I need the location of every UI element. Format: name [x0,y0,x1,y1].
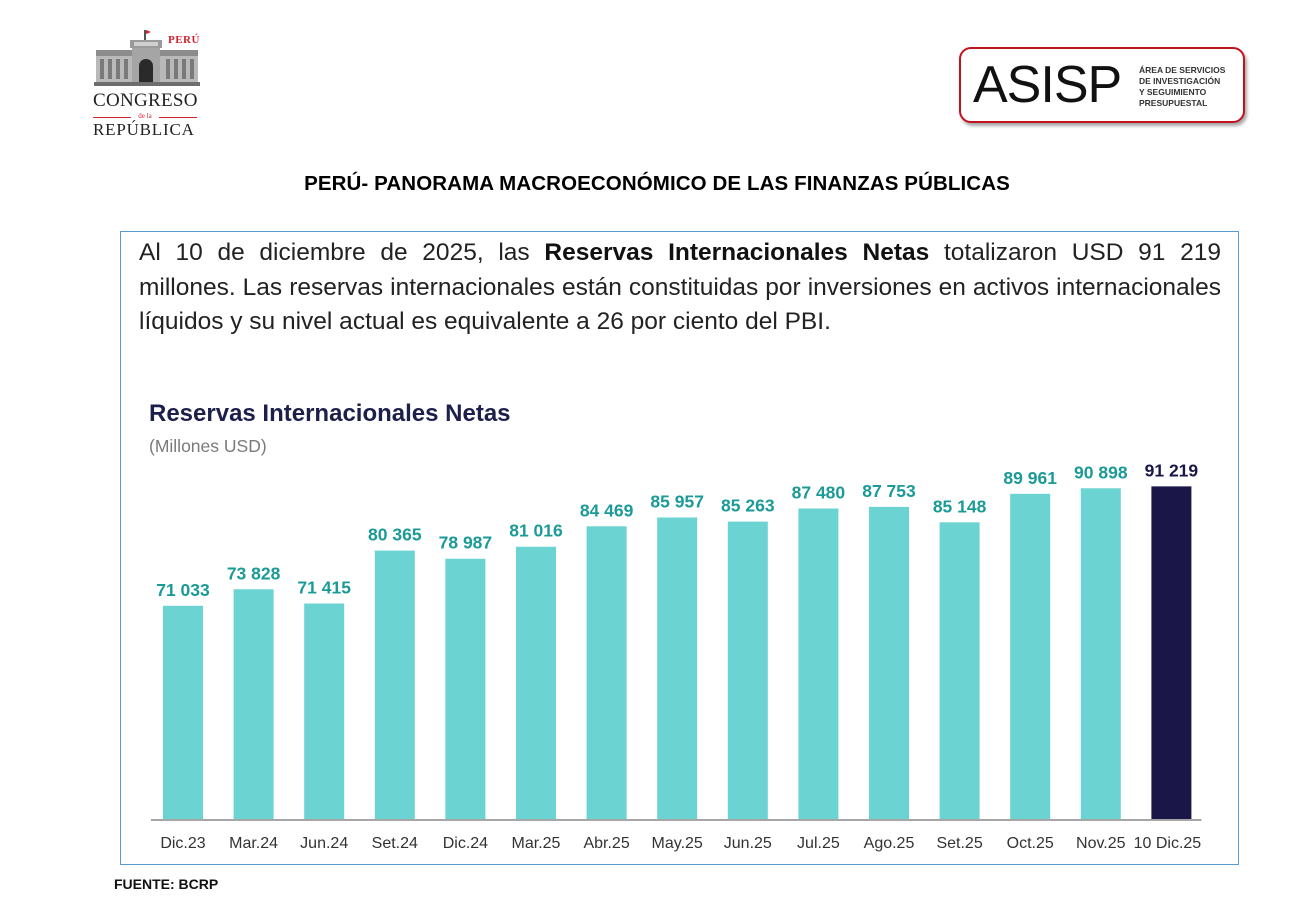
category-label: Dic.23 [160,835,205,852]
category-label: Abr.25 [583,835,629,852]
category-label: Set.25 [936,835,982,852]
bar [727,521,768,819]
congress-building-icon [94,30,200,86]
asisp-subtitle-line: Y SEGUIMIENTO [1139,87,1207,97]
bar [586,526,627,819]
asisp-subtitle-line: PRESUPUESTAL [1139,98,1208,108]
value-label: 80 365 [368,525,422,545]
value-label: 78 987 [439,533,493,553]
bars-group [163,486,1192,819]
value-label: 90 898 [1074,462,1128,482]
congreso-label: CONGRESO [93,90,198,111]
asisp-subtitle: ÁREA DE SERVICIOS DE INVESTIGACIÓN Y SEG… [1139,65,1225,109]
bar [163,605,203,819]
category-labels-group: Dic.23 Mar.24 Jun.24 Set.24 Dic.24 Mar.25 Abr.… [160,835,1201,852]
category-label: Oct.25 [1007,835,1054,852]
asisp-subtitle-line: ÁREA DE SERVICIOS [1139,65,1226,75]
peru-label: PERÚ [168,34,200,46]
asisp-acronym: ASISP [973,56,1122,114]
category-label: Jun.24 [300,835,348,852]
bar [304,603,345,819]
value-label: 73 828 [227,563,281,583]
intro-text-bold: Reservas Internacionales Netas [544,239,930,266]
category-label: Set.24 [372,835,418,852]
asisp-subtitle-line: DE INVESTIGACIÓN [1139,76,1221,86]
intro-paragraph: Al 10 de diciembre de 2025, las Reservas… [139,236,1221,340]
intro-text-end: totalizaron USD 91 219 millones. Las res… [139,239,1221,335]
bar-chart: 71 033 73 828 71 415 80 365 78 987 81 016 84 4… [151,460,1202,852]
category-label: Mar.24 [229,835,278,852]
bar [657,517,698,819]
category-label: Ago.25 [864,835,915,852]
value-label: 71 033 [156,580,210,600]
chart-subtitle: (Millones USD) [149,436,267,456]
bar [798,508,839,819]
republica-label: REPÚBLICA [93,120,195,139]
bar [1010,493,1051,819]
category-label: 10 Dic.25 [1134,835,1202,852]
content-panel: Al 10 de diciembre de 2025, las Reservas… [120,231,1239,865]
intro-text-start: Al 10 de diciembre de 2025, las [139,239,545,266]
value-label: 71 415 [297,578,351,598]
category-label: Mar.25 [512,835,561,852]
value-label: 85 148 [933,496,987,516]
bar [1080,488,1121,819]
value-label: 84 469 [580,500,634,520]
bar [516,546,556,819]
value-label: 91 219 [1145,460,1199,480]
category-label: Jul.25 [797,835,840,852]
value-label: 85 263 [721,496,775,516]
value-label: 87 753 [862,481,916,501]
asisp-logo: ASISP ÁREA DE SERVICIOS DE INVESTIGACIÓN… [959,47,1245,123]
value-label: 89 961 [1003,468,1057,488]
bar [939,522,980,819]
category-label: Nov.25 [1076,835,1126,852]
category-label: Jun.25 [724,835,772,852]
source-note: FUENTE: BCRP [114,876,219,892]
value-label: 87 480 [792,482,846,502]
category-label: Dic.24 [443,835,488,852]
value-labels-group: 71 033 73 828 71 415 80 365 78 987 81 016 84 4… [156,460,1198,599]
bar [869,506,909,819]
bar-highlight [1151,486,1192,819]
bar [374,550,415,819]
congreso-logo: PERÚ CONGRESO de la REPÚBLICA [88,28,208,139]
bar [233,589,274,819]
bar [445,558,486,819]
value-label: 81 016 [509,521,563,541]
de-la-label: de la [93,112,197,120]
value-label: 85 957 [650,492,704,512]
page-title: PERÚ- PANORAMA MACROECONÓMICO DE LAS FIN… [304,172,1010,195]
category-label: May.25 [652,835,703,852]
chart-title: Reservas Internacionales Netas [149,400,511,427]
